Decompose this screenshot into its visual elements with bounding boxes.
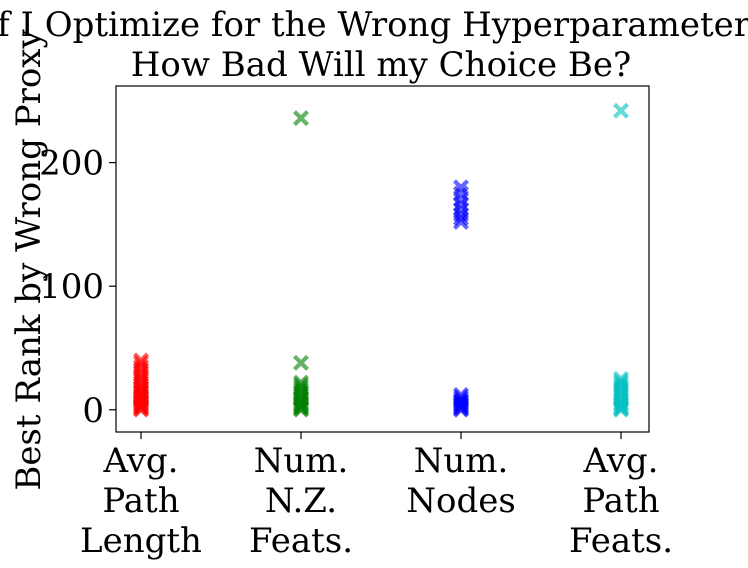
- data-points: [133, 102, 629, 418]
- data-point-marker: [293, 374, 309, 391]
- x-category-label: Path: [582, 481, 659, 521]
- data-point-marker: [133, 352, 149, 369]
- x-category-label: Feats.: [569, 521, 673, 561]
- plot-frame: [115, 85, 650, 433]
- x-category-label: Avg.: [583, 441, 659, 481]
- y-tick-label: 0: [82, 391, 104, 431]
- data-point-marker: [293, 110, 309, 127]
- x-category-label: Length: [80, 521, 202, 561]
- chart-title-line-2: How Bad Will my Choice Be?: [131, 45, 631, 85]
- x-category-label: Avg.: [103, 441, 179, 481]
- y-axis-ticks: 0 100 200: [39, 144, 116, 431]
- y-axis-label: Best Rank by Wrong Proxy: [9, 29, 49, 491]
- y-tick-label: 100: [39, 267, 104, 307]
- chart-title: If I Optimize for the Wrong Hyperparamet…: [0, 5, 748, 85]
- x-category-label: Num.: [254, 441, 349, 481]
- x-category-label: Num.: [414, 441, 509, 481]
- data-point-marker: [453, 386, 469, 403]
- x-category-label: N.Z.: [265, 481, 337, 521]
- y-tick-label: 200: [39, 144, 104, 184]
- data-point-marker: [613, 102, 629, 119]
- chart-title-line-1: If I Optimize for the Wrong Hyperparamet…: [0, 5, 748, 45]
- x-category-label: Feats.: [249, 521, 353, 561]
- data-point-marker: [613, 370, 629, 387]
- x-category-label: Nodes: [406, 481, 516, 521]
- x-axis-ticks: Avg.PathLengthNum.N.Z.Feats.Num.NodesAvg…: [80, 432, 673, 561]
- x-category-label: Path: [102, 481, 179, 521]
- data-point-marker: [453, 179, 469, 196]
- data-point-marker: [293, 354, 309, 371]
